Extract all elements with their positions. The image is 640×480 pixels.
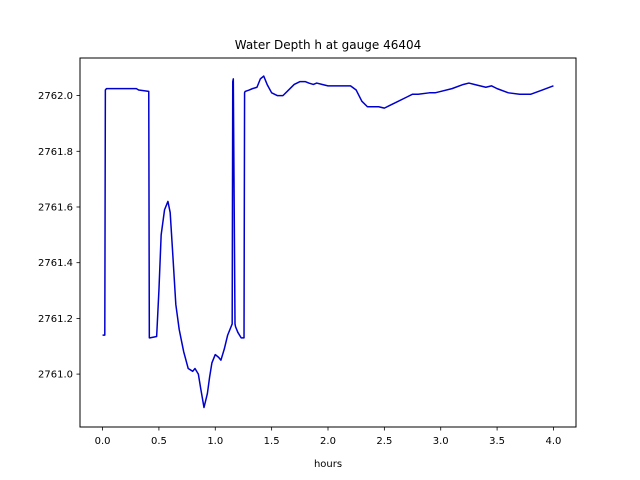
- x-axis-label: hours: [314, 459, 342, 470]
- x-axis: 0.0 0.5 1.0 1.5 2.0 2.5 3.0 3.5 4.0: [95, 427, 562, 447]
- plot-area: [102, 75, 554, 409]
- y-tick-label: 2762.0: [38, 91, 73, 102]
- y-tick-label: 2761.4: [38, 258, 73, 269]
- x-tick-label: 2.0: [320, 436, 336, 447]
- y-axis: 2761.0 2761.2 2761.4 2761.6 2761.8 2762.0: [38, 91, 80, 381]
- y-tick-label: 2761.0: [38, 370, 73, 381]
- x-tick-label: 1.0: [207, 436, 223, 447]
- y-tick-label: 2761.6: [38, 202, 73, 213]
- series-line-0: [102, 75, 554, 409]
- x-tick-label: 2.5: [376, 436, 392, 447]
- x-tick-label: 0.0: [95, 436, 111, 447]
- x-tick-label: 3.5: [489, 436, 505, 447]
- x-tick-label: 4.0: [546, 436, 562, 447]
- y-tick-label: 2761.8: [38, 147, 73, 158]
- x-tick-label: 1.5: [264, 436, 280, 447]
- y-tick-label: 2761.2: [38, 314, 73, 325]
- axes-frame: [79, 57, 577, 428]
- x-tick-label: 0.5: [151, 436, 167, 447]
- chart-title: Water Depth h at gauge 46404: [235, 38, 422, 52]
- x-tick-label: 3.0: [433, 436, 449, 447]
